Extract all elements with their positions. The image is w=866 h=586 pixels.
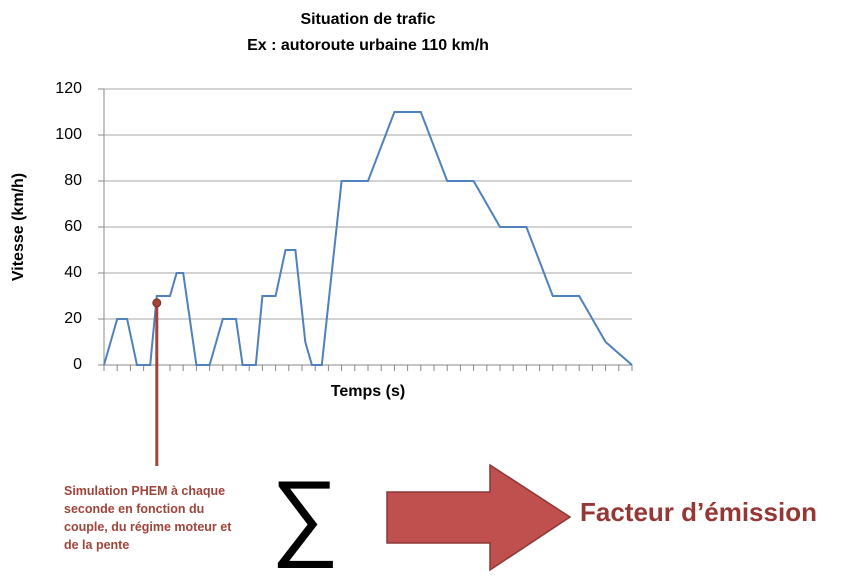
x-axis-label: Temps (s): [331, 383, 405, 400]
chart-subtitle: Ex : autoroute urbaine 110 km/h: [247, 37, 489, 54]
annotation-text: Simulation PHEM à chaque seconde en fonc…: [64, 484, 232, 552]
annotation-point: [152, 298, 162, 308]
y-tick-label: 40: [64, 264, 82, 281]
arrow: [386, 463, 572, 572]
result-label: Facteur d’émission: [580, 497, 817, 527]
y-tick-label: 20: [64, 310, 82, 327]
sum-symbol: ∑: [271, 461, 339, 568]
line-series: [103, 111, 633, 366]
chart-title: Situation de trafic: [300, 11, 435, 28]
y-tick-label: 80: [64, 172, 82, 189]
y-tick-label: 100: [55, 126, 82, 143]
y-tick-label: 120: [55, 80, 82, 97]
y-tick-label: 0: [73, 356, 82, 373]
y-tick-label: 60: [64, 218, 82, 235]
y-axis-label: Vitesse (km/h): [10, 173, 27, 281]
